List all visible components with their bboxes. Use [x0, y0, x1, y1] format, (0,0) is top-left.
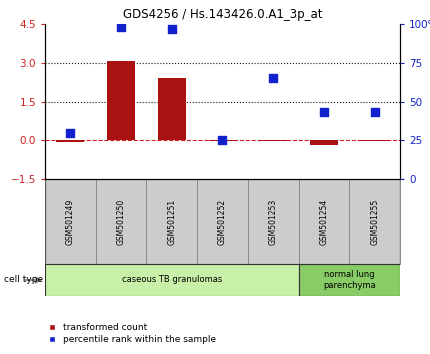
- Text: normal lung
parenchyma: normal lung parenchyma: [323, 270, 376, 290]
- Bar: [147, 179, 197, 264]
- Bar: [209, 140, 236, 141]
- Point: [219, 137, 226, 143]
- Text: GSM501250: GSM501250: [117, 198, 126, 245]
- Text: cell type: cell type: [4, 275, 43, 285]
- Bar: [96, 179, 147, 264]
- Bar: [259, 140, 287, 141]
- Bar: [56, 140, 84, 142]
- Bar: [45, 264, 298, 296]
- Bar: [310, 140, 338, 145]
- Point: [320, 109, 327, 115]
- Bar: [361, 140, 389, 141]
- Legend: transformed count, percentile rank within the sample: transformed count, percentile rank withi…: [39, 320, 220, 348]
- Bar: [349, 179, 400, 264]
- Text: GSM501253: GSM501253: [269, 198, 278, 245]
- Text: GSM501254: GSM501254: [319, 198, 329, 245]
- Text: GSM501255: GSM501255: [370, 198, 379, 245]
- Text: caseous TB granulomas: caseous TB granulomas: [122, 275, 222, 285]
- Point: [67, 130, 74, 135]
- Bar: [197, 179, 248, 264]
- Text: GSM501252: GSM501252: [218, 199, 227, 245]
- Title: GDS4256 / Hs.143426.0.A1_3p_at: GDS4256 / Hs.143426.0.A1_3p_at: [123, 8, 322, 22]
- Point: [270, 75, 276, 81]
- Text: GSM501251: GSM501251: [167, 199, 176, 245]
- Bar: [298, 264, 400, 296]
- Text: GSM501249: GSM501249: [66, 198, 75, 245]
- Bar: [158, 78, 186, 140]
- Bar: [298, 179, 349, 264]
- Bar: [248, 179, 298, 264]
- Point: [169, 26, 175, 32]
- Bar: [107, 62, 135, 140]
- Point: [371, 109, 378, 115]
- Bar: [45, 179, 96, 264]
- Point: [118, 24, 125, 30]
